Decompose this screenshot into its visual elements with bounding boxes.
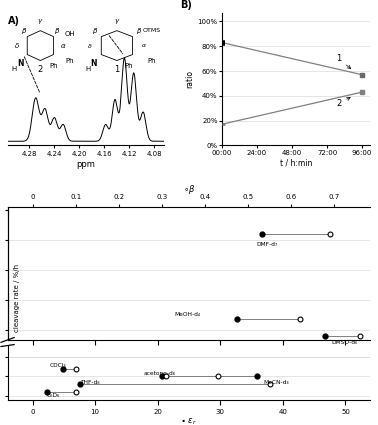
Text: DMSO-d₆: DMSO-d₆ xyxy=(331,340,357,345)
Text: acetone-d₆: acetone-d₆ xyxy=(143,371,175,376)
Text: A): A) xyxy=(0,0,1,10)
Text: cleavage rate / %/h: cleavage rate / %/h xyxy=(14,264,20,332)
Text: MeCN-d₃: MeCN-d₃ xyxy=(263,380,289,385)
X-axis label: $\bullet\ \varepsilon_r$: $\bullet\ \varepsilon_r$ xyxy=(180,416,198,425)
Text: 1: 1 xyxy=(336,54,351,69)
X-axis label: t / h:min: t / h:min xyxy=(280,159,312,167)
Text: MeOH-d₄: MeOH-d₄ xyxy=(174,312,200,317)
Text: CDCl₃: CDCl₃ xyxy=(50,363,67,368)
Text: C₆D₆: C₆D₆ xyxy=(47,393,60,398)
Text: 2: 2 xyxy=(336,97,350,108)
Text: THF-d₈: THF-d₈ xyxy=(80,380,100,385)
Y-axis label: ratio: ratio xyxy=(186,70,195,88)
Text: DMF-d₇: DMF-d₇ xyxy=(256,242,277,247)
Text: B): B) xyxy=(180,0,192,10)
X-axis label: ppm: ppm xyxy=(76,160,95,169)
X-axis label: $\circ\beta$: $\circ\beta$ xyxy=(183,183,195,196)
Text: A): A) xyxy=(8,16,20,26)
